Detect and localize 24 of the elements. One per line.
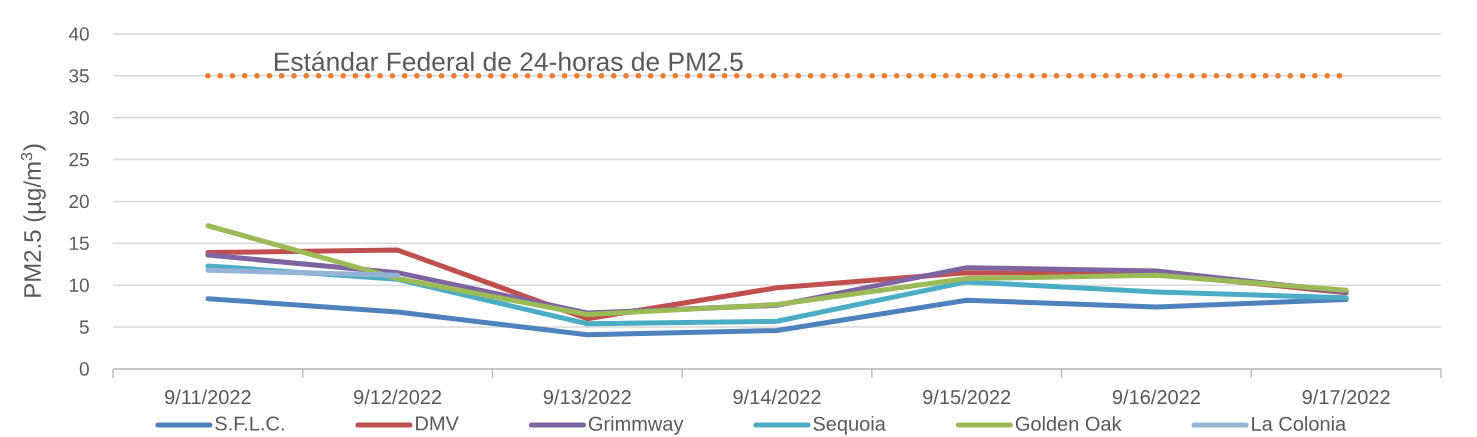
legend-label: S.F.L.C. [215, 416, 284, 431]
legend-label: La Colonia [1252, 416, 1347, 431]
legend-label: DMV [416, 416, 459, 431]
x-tick-label: 9/14/2022 [733, 389, 821, 405]
y-tick-label: 0 [79, 362, 89, 376]
x-tick-label: 9/17/2022 [1302, 389, 1390, 405]
y-tick-label: 35 [69, 69, 89, 83]
x-tick-label: 9/13/2022 [543, 389, 631, 405]
legend-label: Golden Oak [1015, 416, 1122, 431]
y-axis-title: PM2.5 (µg/m$^{3}$) [20, 144, 46, 297]
y-tick-label: 5 [79, 320, 89, 334]
y-tick-label: 25 [69, 152, 89, 167]
legend-label: Sequoia [813, 416, 886, 435]
x-tick-label: 9/12/2022 [354, 389, 442, 405]
legend-label: Grimmway [588, 416, 684, 435]
ref-line-label: Estándar Federal de 24-horas de PM2.5 [274, 51, 743, 72]
y-tick-label: 10 [69, 278, 89, 292]
x-tick-label: 9/15/2022 [923, 389, 1011, 405]
y-tick-label: 40 [68, 27, 89, 41]
y-tick-label: 20 [69, 194, 89, 209]
x-tick-label: 9/11/2022 [165, 389, 251, 405]
x-tick-label: 9/16/2022 [1112, 389, 1200, 405]
y-tick-label: 15 [69, 236, 89, 250]
y-tick-label: 30 [69, 111, 89, 125]
